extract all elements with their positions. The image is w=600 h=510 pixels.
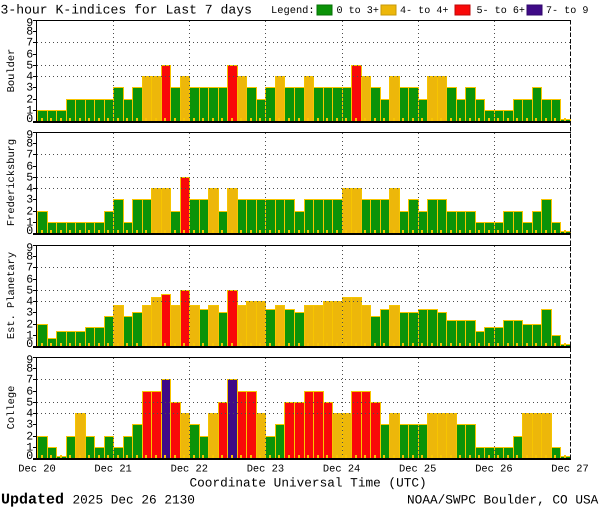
svg-text:Legend:: Legend: [271, 5, 315, 17]
svg-text:Dec 24: Dec 24 [323, 464, 360, 476]
svg-text:1: 1 [26, 104, 33, 117]
svg-text:9: 9 [26, 242, 33, 255]
svg-text:0: 0 [26, 450, 33, 463]
svg-text:8: 8 [26, 362, 33, 375]
svg-text:3: 3 [26, 193, 33, 206]
svg-text:2: 2 [26, 93, 33, 106]
svg-text:1: 1 [26, 329, 33, 342]
svg-text:7: 7 [26, 261, 33, 274]
svg-text:Fredericksburg: Fredericksburg [6, 139, 18, 226]
svg-text:2: 2 [26, 318, 33, 331]
svg-text:Dec 22: Dec 22 [171, 464, 208, 476]
svg-text:9: 9 [26, 354, 33, 367]
svg-text:0: 0 [26, 225, 33, 238]
svg-text:Coordinate Universal Time (UTC: Coordinate Universal Time (UTC) [190, 476, 427, 491]
svg-text:7: 7 [26, 148, 33, 161]
svg-text:7: 7 [26, 36, 33, 49]
svg-text:Est. Planetary: Est. Planetary [6, 252, 18, 339]
svg-text:3: 3 [26, 81, 33, 94]
svg-text:2025 Dec 26 2130: 2025 Dec 26 2130 [73, 493, 195, 508]
svg-text:8: 8 [26, 137, 33, 150]
svg-text:Dec 23: Dec 23 [247, 464, 284, 476]
svg-text:2: 2 [26, 205, 33, 218]
svg-text:1: 1 [26, 441, 33, 454]
svg-text:5: 5 [26, 171, 33, 184]
svg-text:6: 6 [26, 385, 33, 398]
svg-text:9: 9 [26, 129, 33, 142]
svg-text:5: 5 [26, 396, 33, 409]
svg-text:6: 6 [26, 273, 33, 286]
svg-text:4: 4 [26, 295, 33, 308]
svg-text:0: 0 [26, 338, 33, 351]
svg-text:Boulder: Boulder [6, 49, 18, 93]
svg-text:3-hour K-indices for Last 7 da: 3-hour K-indices for Last 7 days [1, 3, 252, 18]
svg-text:NOAA/SWPC Boulder, CO USA: NOAA/SWPC Boulder, CO USA [407, 493, 599, 508]
svg-text:0 to 3+: 0 to 3+ [337, 6, 379, 17]
svg-text:4- to 4+: 4- to 4+ [400, 6, 448, 17]
svg-text:College: College [6, 386, 18, 430]
svg-text:7: 7 [26, 373, 33, 386]
svg-text:0: 0 [26, 113, 33, 126]
svg-text:1: 1 [26, 216, 33, 229]
svg-text:4: 4 [26, 70, 33, 83]
svg-text:5: 5 [26, 284, 33, 297]
svg-text:Dec 27: Dec 27 [551, 464, 588, 476]
svg-text:Dec 26: Dec 26 [475, 464, 512, 476]
svg-text:6: 6 [26, 160, 33, 173]
svg-text:3: 3 [26, 418, 33, 431]
svg-text:3: 3 [26, 306, 33, 319]
svg-text:5: 5 [26, 59, 33, 72]
svg-text:Dec 21: Dec 21 [94, 464, 131, 476]
svg-text:4: 4 [26, 182, 33, 195]
svg-text:Dec 25: Dec 25 [399, 464, 436, 476]
svg-text:8: 8 [26, 25, 33, 38]
svg-text:7- to 9: 7- to 9 [546, 6, 588, 17]
svg-text:2: 2 [26, 430, 33, 443]
svg-text:8: 8 [26, 250, 33, 263]
svg-text:Updated: Updated [1, 492, 64, 509]
svg-text:5- to 6+: 5- to 6+ [477, 6, 525, 17]
svg-text:Dec 20: Dec 20 [18, 464, 55, 476]
svg-text:4: 4 [26, 407, 33, 420]
svg-text:9: 9 [26, 17, 33, 30]
svg-text:6: 6 [26, 48, 33, 61]
